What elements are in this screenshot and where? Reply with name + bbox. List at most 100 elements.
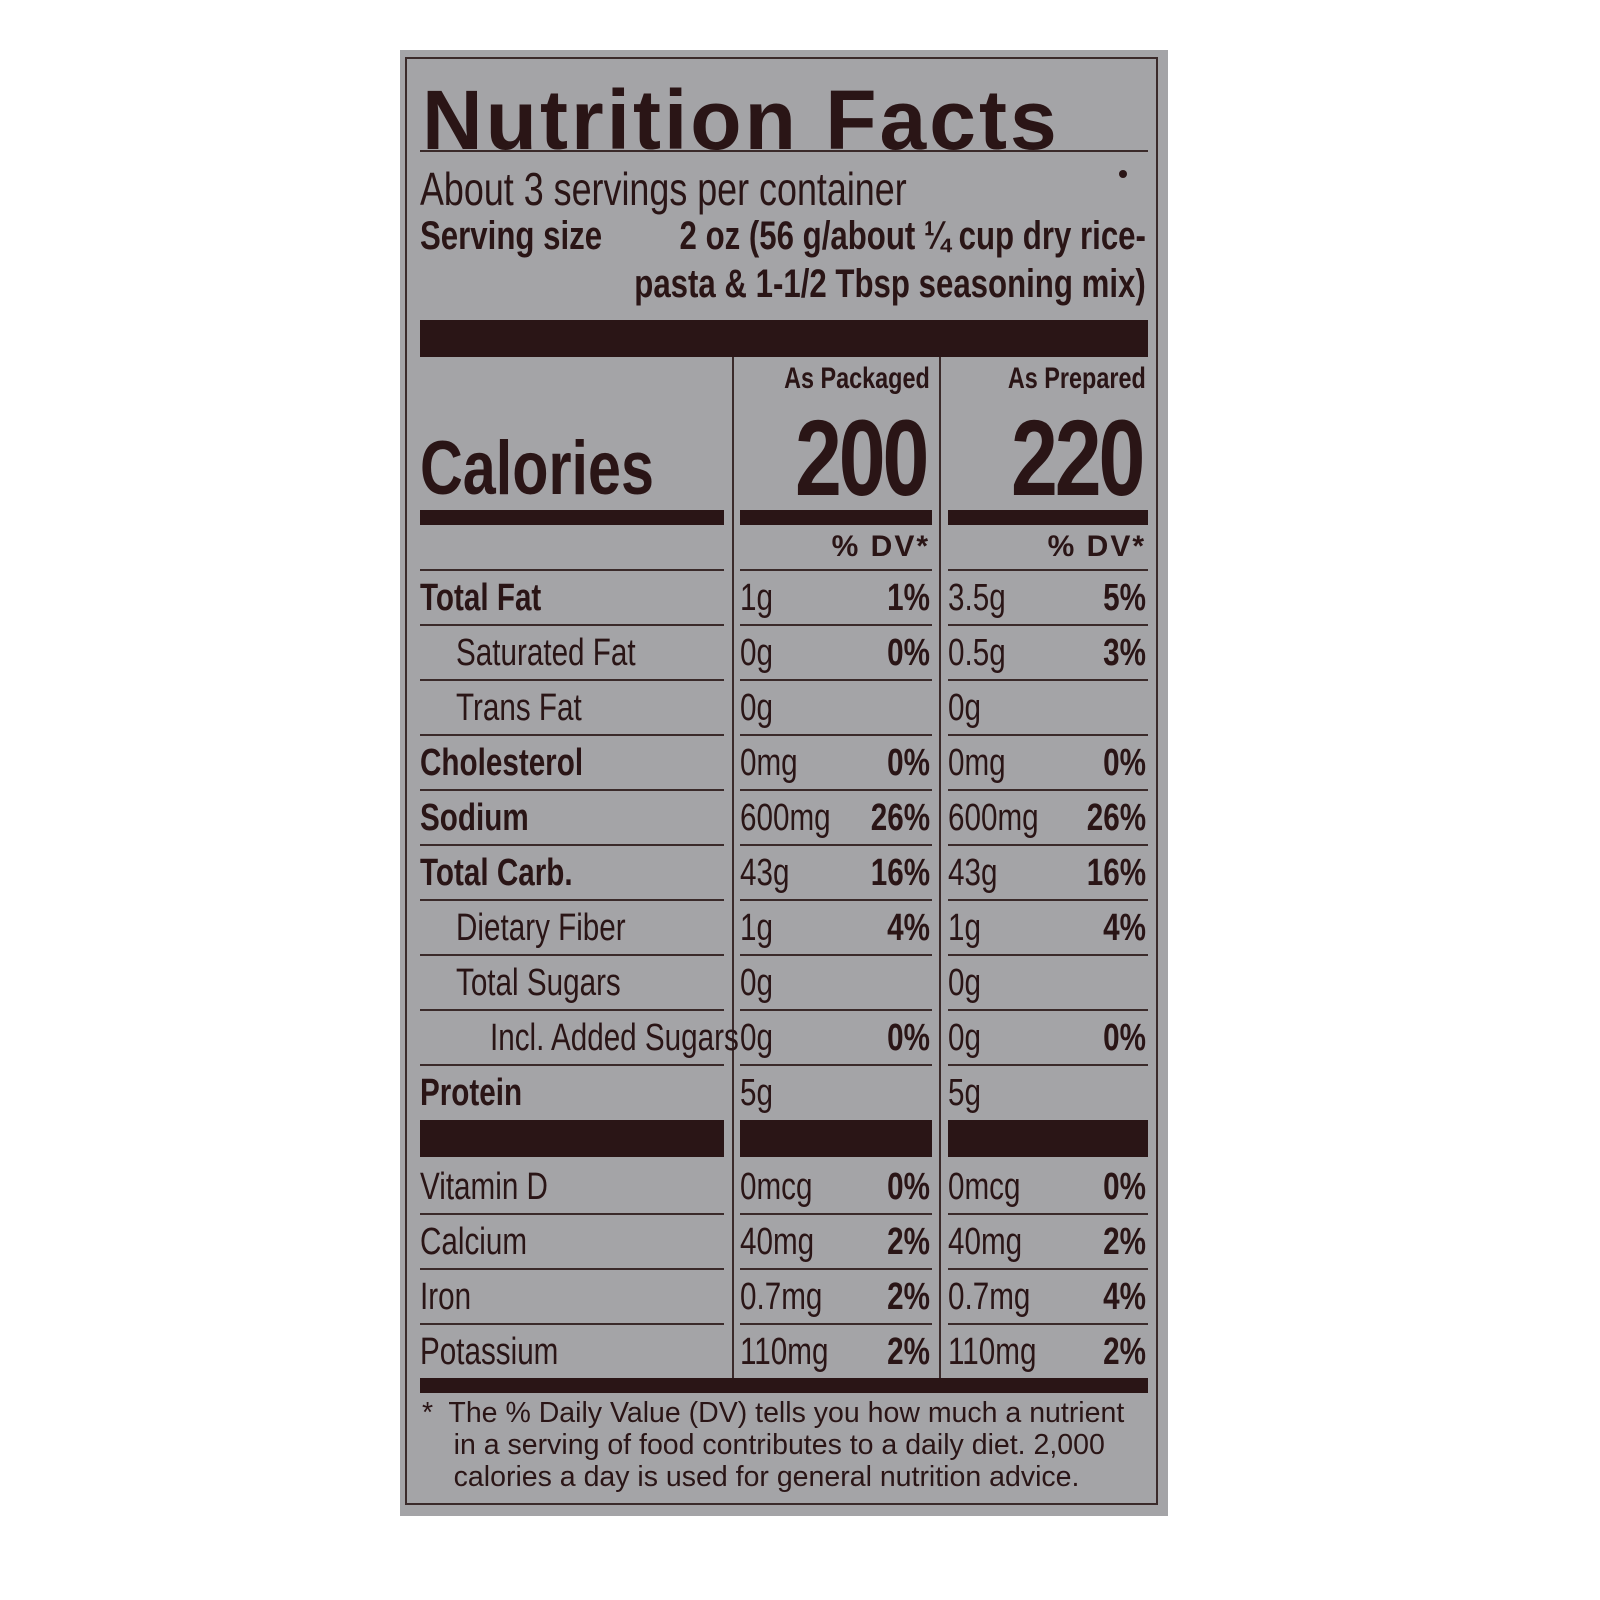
packaged-dv-text: 0% — [887, 742, 930, 784]
packaged-dv: 0% — [875, 1017, 930, 1060]
prepared-dv: 4% — [1091, 907, 1146, 950]
row-divider-left — [420, 1323, 724, 1325]
row-divider-mid — [740, 734, 932, 736]
nutrient-name: Saturated Fat — [456, 632, 686, 675]
packaged-dv: 0% — [875, 632, 930, 675]
packaged-amount-text: 0mg — [740, 742, 798, 784]
prepared-amount-text: 43g — [948, 852, 998, 894]
prepared-amount-text: 0mg — [948, 742, 1006, 784]
packaged-amount: 43g — [740, 852, 803, 895]
row-divider-mid — [740, 624, 932, 626]
row-divider-left — [420, 1213, 724, 1215]
packaged-amount-text: 40mg — [740, 1221, 815, 1263]
prepared-amount-text: 1g — [948, 907, 981, 949]
prepared-amount: 0.5g — [948, 632, 1022, 675]
servings-per-container: About 3 servings per container — [420, 162, 1044, 216]
serving-size-line2: pasta & 1-1/2 Tbsp seasoning mix) — [490, 262, 1146, 307]
nutrient-name: Calcium — [420, 1221, 557, 1264]
prepared-amount-text: 5g — [948, 1072, 981, 1114]
calories-label: Calories — [420, 425, 720, 512]
dv-header-prepared: % DV* — [1047, 530, 1146, 563]
row-divider-left — [420, 569, 724, 571]
nutrient-name: Cholesterol — [420, 742, 629, 785]
packaged-amount: 0g — [740, 1017, 782, 1060]
prepared-dv-text: 4% — [1103, 907, 1146, 949]
packaged-dv: 16% — [854, 852, 930, 895]
prepared-dv-text: 0% — [1103, 1166, 1146, 1208]
footnote-line-2: in a serving of food contributes to a da… — [422, 1429, 1105, 1461]
prepared-dv-text: 4% — [1103, 1276, 1146, 1318]
prepared-dv-text: 26% — [1086, 797, 1146, 839]
packaged-dv-text: 16% — [870, 852, 930, 894]
row-divider-left — [420, 954, 724, 956]
prepared-dv: 2% — [1091, 1221, 1146, 1264]
packaged-amount-text: 0g — [740, 962, 773, 1004]
footnote-line-1: * The % Daily Value (DV) tells you how m… — [422, 1397, 1125, 1429]
packaged-amount-text: 110mg — [740, 1331, 829, 1373]
packaged-dv-text: 0% — [887, 1166, 930, 1208]
serving-size-line2-text: pasta & 1-1/2 Tbsp seasoning mix) — [634, 262, 1146, 306]
packaged-dv: 0% — [875, 1166, 930, 1209]
packaged-amount: 0g — [740, 962, 782, 1005]
packaged-amount: 110mg — [740, 1331, 853, 1374]
calories-packaged: 200 — [758, 395, 929, 520]
nutrient-name-text: Total Sugars — [456, 962, 621, 1004]
row-divider-left — [420, 789, 724, 791]
prepared-amount: 0g — [948, 687, 990, 730]
nutrient-name-text: Total Fat — [420, 577, 542, 619]
label-border — [405, 57, 1158, 1505]
nutrient-name-text: Sodium — [420, 797, 529, 839]
row-divider-left — [420, 734, 724, 736]
row-divider-right — [948, 1213, 1148, 1215]
nutrient-name-text: Total Carb. — [420, 852, 573, 894]
row-divider-right — [948, 899, 1148, 901]
nutrient-name: Vitamin D — [420, 1166, 584, 1209]
thick-bar-top — [420, 320, 1148, 357]
dot-mark — [1119, 170, 1127, 178]
footnote-line-3: calories a day is used for general nutri… — [422, 1461, 1080, 1493]
prepared-dv: 16% — [1070, 852, 1146, 895]
nutrient-name-text: Calcium — [420, 1221, 528, 1263]
prepared-dv: 3% — [1091, 632, 1146, 675]
serving-size-label-text: Serving size — [420, 214, 603, 258]
packaged-amount: 0mcg — [740, 1166, 833, 1209]
prepared-amount-text: 600mg — [948, 797, 1039, 839]
prepared-dv: 2% — [1091, 1331, 1146, 1374]
prepared-amount: 3.5g — [948, 577, 1022, 620]
nutrient-name: Total Fat — [420, 577, 576, 620]
row-divider-right — [948, 679, 1148, 681]
prepared-dv-text: 5% — [1103, 577, 1146, 619]
calories-prepared-value: 220 — [1010, 397, 1145, 518]
prepared-amount: 43g — [948, 852, 1011, 895]
nutrient-name-text: Iron — [420, 1276, 472, 1318]
label-title: Nutrition Facts — [422, 73, 1060, 167]
nutrient-name-text: Cholesterol — [420, 742, 584, 784]
packaged-amount-text: 0.7mg — [740, 1276, 823, 1318]
prepared-amount-text: 0g — [948, 687, 981, 729]
thick-bar-bottom — [420, 1378, 1148, 1393]
prepared-amount-text: 0.5g — [948, 632, 1006, 674]
row-divider-mid — [740, 1323, 932, 1325]
prepared-amount-text: 110mg — [948, 1331, 1037, 1373]
packaged-amount: 0mg — [740, 742, 814, 785]
row-divider-right — [948, 569, 1148, 571]
nutrient-name: Sodium — [420, 797, 559, 840]
packaged-dv: 1% — [875, 577, 930, 620]
row-divider-mid — [740, 844, 932, 846]
packaged-dv: 4% — [875, 907, 930, 950]
thick-bar-vitamins-mid — [740, 1120, 932, 1157]
prepared-amount-text: 0mcg — [948, 1166, 1021, 1208]
divider — [420, 150, 1148, 152]
prepared-amount-text: 0.7mg — [948, 1276, 1031, 1318]
prepared-amount: 5g — [948, 1072, 990, 1115]
packaged-dv-text: 4% — [887, 907, 930, 949]
packaged-dv-text: 0% — [887, 1017, 930, 1059]
row-divider-left — [420, 1268, 724, 1270]
calories-bar-right — [948, 510, 1148, 525]
row-divider-right — [948, 1064, 1148, 1066]
nutrient-name-text: Potassium — [420, 1331, 559, 1373]
row-divider-mid — [740, 1268, 932, 1270]
row-divider-mid — [740, 899, 932, 901]
packaged-dv: 26% — [854, 797, 930, 840]
packaged-amount: 0.7mg — [740, 1276, 846, 1319]
